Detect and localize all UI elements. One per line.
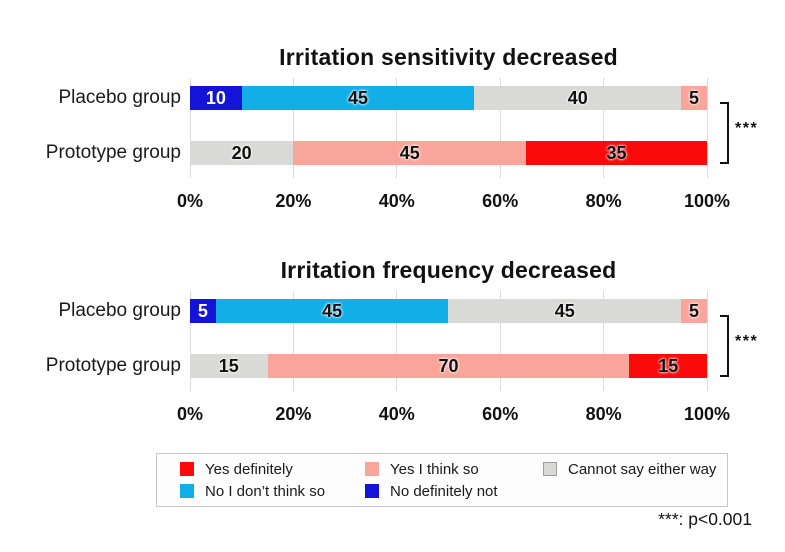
legend-swatch [180,484,194,498]
legend-item: Cannot say either way [543,461,727,478]
gridline [706,291,708,391]
gridline [603,78,605,178]
segment-value-label: 5 [197,301,208,321]
legend-swatch [180,462,194,476]
bar-segment: 5 [681,299,707,323]
x-tick-label: 0% [176,404,203,424]
stacked-bar: 10 45 40 5 [190,86,707,110]
bar-segment: 45 [241,86,475,110]
x-tick-label: 100% [683,191,731,211]
x-tick-label: 0% [176,191,203,211]
stacked-bar: 15 70 15 [190,354,707,378]
legend: Yes definitely Yes I think so Cannot say e… [156,453,728,507]
x-tick-label: 20% [275,404,312,424]
segment-value-label: 45 [347,88,369,108]
bar-segment: 45 [448,299,682,323]
legend-swatch [365,462,379,476]
plot-area: 5 45 45 5 15 70 15 [189,291,708,391]
x-tick-label: 60% [482,404,519,424]
significance-bracket [720,315,729,377]
x-tick-label: 80% [585,191,622,211]
segment-value-label: 45 [554,301,575,321]
legend-label: Yes definitely [205,460,293,478]
x-tick-label: 80% [585,404,622,424]
x-axis: 0% 20% 40% 60% 80% 100% [177,191,730,215]
bar-segment: 70 [267,354,630,378]
x-tick-label: 20% [275,191,312,211]
segment-value-label: 40 [567,88,588,108]
chart-title: Irritation frequency decreased [280,257,617,283]
category-label: Prototype group [45,355,181,376]
significance-footnote: ***: p<0.001 [658,509,752,529]
legend-label: No definitely not [390,482,498,500]
bar-segment: 45 [293,141,527,165]
gridline [189,291,191,391]
stacked-bar: 20 45 35 [190,141,707,165]
segment-value-label: 5 [689,301,700,321]
category-label: Prototype group [45,142,181,163]
significance-stars: *** [735,120,759,137]
legend-item: No I don’t think so [180,483,365,500]
bar-segment: 35 [526,141,707,165]
x-tick-label: 60% [482,191,519,211]
legend-label: No I don’t think so [205,482,326,500]
segment-value-label: 10 [205,88,226,108]
bar-segment: 20 [190,141,294,165]
category-label: Placebo group [58,87,181,108]
legend-label: Cannot say either way [568,460,717,478]
gridline [499,78,501,178]
x-tick-label: 100% [683,404,731,424]
bar-segment: 5 [190,299,216,323]
segment-value-label: 20 [231,143,252,163]
segment-value-label: 35 [606,143,627,163]
bar-segment: 10 [190,86,242,110]
gridline [292,78,294,178]
stacked-bar: 5 45 45 5 [190,299,707,323]
segment-value-label: 45 [322,301,343,321]
gridline [499,291,501,391]
gridline [396,78,398,178]
significance-bracket [720,102,729,164]
x-tick-label: 40% [378,191,415,211]
segment-value-label: 15 [218,356,239,376]
gridline [189,78,191,178]
x-axis: 0% 20% 40% 60% 80% 100% [177,404,730,428]
segment-value-label: 15 [658,356,679,376]
legend-item: No definitely not [365,483,543,500]
bar-segment: 15 [629,354,707,378]
bar-segment: 45 [215,299,449,323]
gridline [396,291,398,391]
segment-value-label: 5 [689,88,700,108]
segment-value-label: 70 [438,356,459,376]
bar-segment: 5 [681,86,707,110]
gridline [603,291,605,391]
chart-title: Irritation sensitivity decreased [279,44,618,70]
chart-irritation-frequency: Irritation frequency decreased Placebo g… [0,257,785,429]
legend-swatch [543,462,557,476]
legend-label: Yes I think so [390,460,479,478]
legend-swatch [365,484,379,498]
chart-irritation-sensitivity: Irritation sensitivity decreased Placebo… [0,44,785,216]
significance-stars: *** [735,333,759,350]
category-label: Placebo group [58,300,181,321]
gridline [292,291,294,391]
bar-segment: 40 [474,86,682,110]
legend-item: Yes definitely [180,461,365,478]
x-tick-label: 40% [378,404,415,424]
plot-area: 10 45 40 5 20 45 35 [189,78,708,178]
gridline [706,78,708,178]
segment-value-label: 45 [399,143,420,163]
bar-segment: 15 [190,354,268,378]
legend-item: Yes I think so [365,461,543,478]
